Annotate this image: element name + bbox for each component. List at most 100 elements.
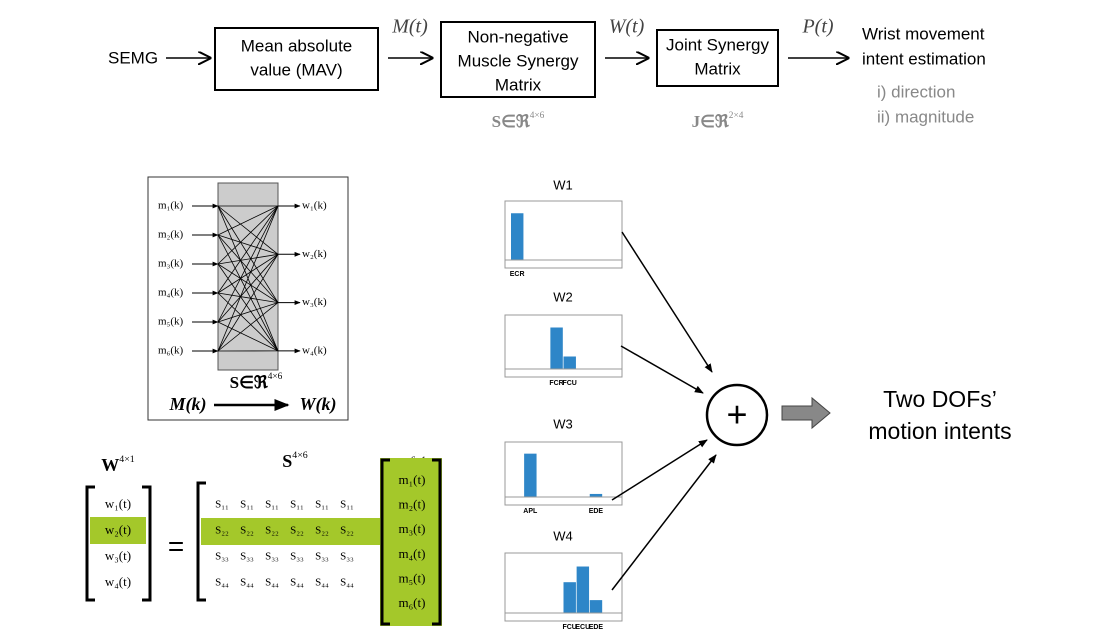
w-entry: w₁(t) <box>105 496 131 511</box>
matrix-dimension-sup: 2×4 <box>729 111 744 121</box>
highlight-row <box>201 518 389 545</box>
network-to: W(k) <box>300 394 337 415</box>
weight-link <box>217 205 279 265</box>
chart-title: W4 <box>553 528 573 543</box>
matrix-dimension-base: S∈ℜ <box>492 112 531 131</box>
bar <box>524 453 537 497</box>
bar-label: FCR <box>549 380 563 387</box>
s-entry: S₄₄ <box>265 577 279 589</box>
s-label-sup: 4×6 <box>292 450 308 461</box>
output-item: i) direction <box>877 82 955 101</box>
input-node: m₄(k) <box>158 287 184 299</box>
bar <box>511 213 524 260</box>
sum-operator: + <box>726 394 747 435</box>
m-entry: m₄(t) <box>399 546 426 561</box>
block-text: value (MAV) <box>250 60 342 79</box>
s-entry: S₄₄ <box>240 577 254 589</box>
m-entry: m₃(t) <box>399 521 426 536</box>
s-entry: S₁₁ <box>265 499 279 511</box>
bar-label: ECU <box>575 624 590 631</box>
weight-link <box>217 254 279 352</box>
block-text: Muscle Synergy <box>458 51 579 70</box>
s-entry: S₂₂ <box>290 525 304 537</box>
equals-sign: = <box>168 530 184 561</box>
s-entry: S₄₄ <box>215 577 229 589</box>
bar-label: EDE <box>589 508 604 515</box>
s-entry: S₄₄ <box>315 577 329 589</box>
input-label: SEMG <box>108 48 158 67</box>
network-from: M(k) <box>169 394 207 415</box>
signal-label: P(t) <box>801 16 833 38</box>
signal-label: M(t) <box>391 16 428 38</box>
output-node: w₃(k) <box>302 296 327 308</box>
connector <box>621 231 713 373</box>
block-text: Joint Synergy <box>666 35 769 54</box>
s-entry: S₄₄ <box>290 577 304 589</box>
s-entry: S₂₂ <box>215 525 229 537</box>
connector <box>611 439 708 501</box>
s-entry: S₁₁ <box>340 499 354 511</box>
bracket <box>85 485 95 602</box>
s-entry: S₃₃ <box>240 551 254 563</box>
process-block <box>440 21 596 98</box>
process-block <box>214 27 379 91</box>
w-entry: w₃(t) <box>105 548 131 563</box>
s-label-base: S <box>282 451 292 471</box>
s-entry: S₁₁ <box>315 499 329 511</box>
input-node: m₂(k) <box>158 229 184 241</box>
output-arrow <box>781 396 831 430</box>
w-entry: w₄(t) <box>105 574 131 589</box>
weight-link <box>217 234 279 303</box>
bar <box>563 356 576 369</box>
highlight-column <box>380 458 442 626</box>
block-text: Matrix <box>694 59 741 78</box>
matrix-dimension: S∈ℜ4×6 <box>492 111 545 131</box>
chart-title: W2 <box>553 289 573 304</box>
connector <box>620 345 704 394</box>
bar-label: EDE <box>589 624 604 631</box>
s-entry: S₁₁ <box>290 499 304 511</box>
weight-link <box>217 205 279 236</box>
weight-link <box>217 254 279 323</box>
m-entry: m₂(t) <box>399 497 426 512</box>
output-node: w₂(k) <box>302 248 327 260</box>
output-node: w₁(k) <box>302 200 327 212</box>
chart-frame <box>504 200 623 269</box>
s-entry: S₂₂ <box>315 525 329 537</box>
input-node: m₃(k) <box>158 258 184 270</box>
bracket <box>142 485 152 602</box>
s-entry: S₂₂ <box>240 525 254 537</box>
process-block <box>656 29 779 87</box>
m-entry: m₆(t) <box>399 595 426 610</box>
block-text: Mean absolute <box>241 36 353 55</box>
m-entry: m₁(t) <box>399 472 426 487</box>
sum-node <box>705 383 769 447</box>
s-entry: S₃₃ <box>340 551 354 563</box>
weight-link <box>217 302 279 352</box>
chart-frame <box>504 441 623 506</box>
network-matrix: S∈ℜ4×6 <box>230 372 283 392</box>
bar-label: FCU <box>562 624 576 631</box>
s-entry: S₂₂ <box>340 525 354 537</box>
weight-link <box>217 205 279 255</box>
block-text: Matrix <box>495 75 542 94</box>
bar <box>550 327 563 369</box>
result-text: Two DOFs’ <box>883 386 997 412</box>
input-node: m₆(k) <box>158 345 184 357</box>
chart-title: W3 <box>553 416 573 431</box>
output-text: Wrist movement <box>862 24 985 43</box>
bar <box>589 493 603 497</box>
bracket <box>196 481 206 602</box>
bar-label: APL <box>523 508 538 515</box>
w-label-base: W <box>101 455 119 475</box>
s-entry: S₄₄ <box>340 577 354 589</box>
m-entry: m₅(t) <box>399 570 426 585</box>
s-entry: S₃₃ <box>315 551 329 563</box>
input-node: m₁(k) <box>158 200 184 212</box>
s-entry: S₃₃ <box>215 551 229 563</box>
signal-label: W(t) <box>609 16 645 38</box>
connector <box>611 454 717 591</box>
network-matrix-sup: 4×6 <box>268 372 283 382</box>
matrix-dimension-base: J∈ℜ <box>692 112 730 131</box>
